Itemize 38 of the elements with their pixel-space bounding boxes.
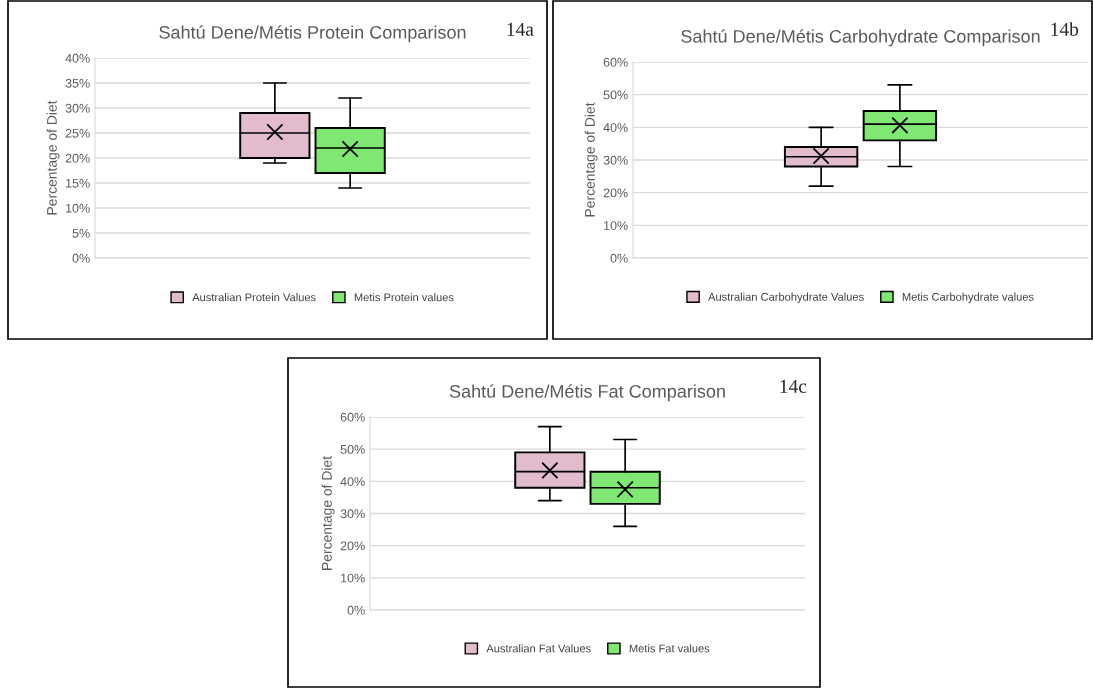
legend-label: Australian Carbohydrate Values <box>708 292 864 303</box>
legend-label: Australian Protein Values <box>192 293 316 302</box>
y-tick-label: 5% <box>72 228 90 238</box>
y-tick-label: 10% <box>66 203 90 213</box>
y-tick-label: 30% <box>65 103 90 113</box>
y-axis-title: Percentage of Diet <box>46 100 60 215</box>
legend-label: Australian Fat Values <box>486 644 591 653</box>
y-axis-title: Percentage of Diet <box>584 102 598 217</box>
y-tick-label: 0% <box>610 253 628 263</box>
chart-title: Sahtú Dene/Métis Carbohydrate Comparison <box>681 29 1040 47</box>
y-tick-label: 20% <box>603 188 628 198</box>
y-tick-label: 30% <box>340 509 365 519</box>
y-tick-label: 50% <box>603 90 628 100</box>
y-tick-label: 50% <box>340 444 365 454</box>
y-tick-label: 10% <box>604 221 628 230</box>
y-tick-label: 10% <box>341 573 365 583</box>
y-tick-label: 60% <box>603 57 628 67</box>
y-tick-label: 15% <box>66 178 90 188</box>
y-axis-title: Percentage of Diet <box>321 456 335 570</box>
legend-label: Metis Protein values <box>354 293 454 302</box>
y-tick-label: 40% <box>340 477 365 486</box>
legend-label: Metis Carbohydrate values <box>902 292 1034 303</box>
text: 14c <box>780 379 807 393</box>
y-tick-label: 60% <box>340 412 365 422</box>
y-tick-label: 40% <box>603 123 628 132</box>
y-tick-label: 35% <box>65 78 90 88</box>
legend-label: Metis Fat values <box>629 644 710 653</box>
y-tick-label: 30% <box>603 155 628 165</box>
chart-title: Sahtú Dene/Métis Protein Comparison <box>159 25 466 43</box>
text: 14a <box>507 22 534 36</box>
y-tick-label: 0% <box>347 605 365 615</box>
y-tick-label: 0% <box>72 253 90 263</box>
y-tick-label: 40% <box>65 53 90 63</box>
y-tick-label: 20% <box>340 541 365 551</box>
y-tick-label: 25% <box>65 128 90 138</box>
y-tick-label: 20% <box>65 153 90 163</box>
text: 14b <box>1051 22 1079 36</box>
chart-title: Sahtú Dene/Métis Fat Comparison <box>449 384 725 402</box>
